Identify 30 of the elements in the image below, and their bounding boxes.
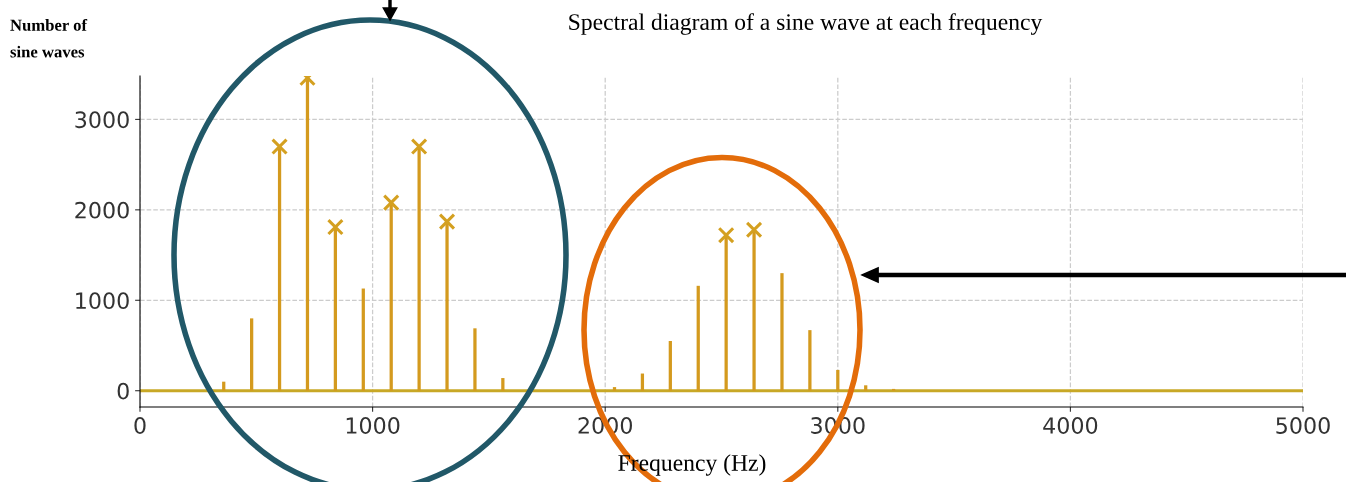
bar <box>696 285 700 391</box>
point <box>382 194 400 212</box>
y-axis-title: Number of sine waves <box>10 18 88 58</box>
point <box>745 221 763 239</box>
bar <box>612 387 617 391</box>
bar <box>864 385 868 391</box>
bar <box>222 381 226 391</box>
bar <box>640 373 645 391</box>
y-tick-label: 2000 <box>75 201 129 219</box>
y-tick-label: 1000 <box>76 292 129 310</box>
x-tick-label: 4000 <box>1043 417 1098 434</box>
point <box>717 226 735 244</box>
bar <box>836 369 840 391</box>
bar <box>808 330 812 391</box>
point <box>438 213 456 231</box>
bar <box>501 378 505 391</box>
x-tick-label: 0 <box>134 417 146 434</box>
bar <box>250 318 254 391</box>
point <box>410 138 428 156</box>
bar <box>473 328 477 391</box>
bar <box>780 273 784 391</box>
x-tick-label: 5000 <box>1276 417 1330 434</box>
bar <box>668 340 672 391</box>
chart-title: Spectral diagram of a sine wave at each frequency <box>569 13 1043 35</box>
bar <box>361 288 365 391</box>
y-tick-label: 0 <box>117 382 129 400</box>
point <box>326 218 344 236</box>
point <box>271 138 289 156</box>
x-tick-label: 1000 <box>346 417 400 434</box>
y-tick-label: 3000 <box>75 111 129 129</box>
